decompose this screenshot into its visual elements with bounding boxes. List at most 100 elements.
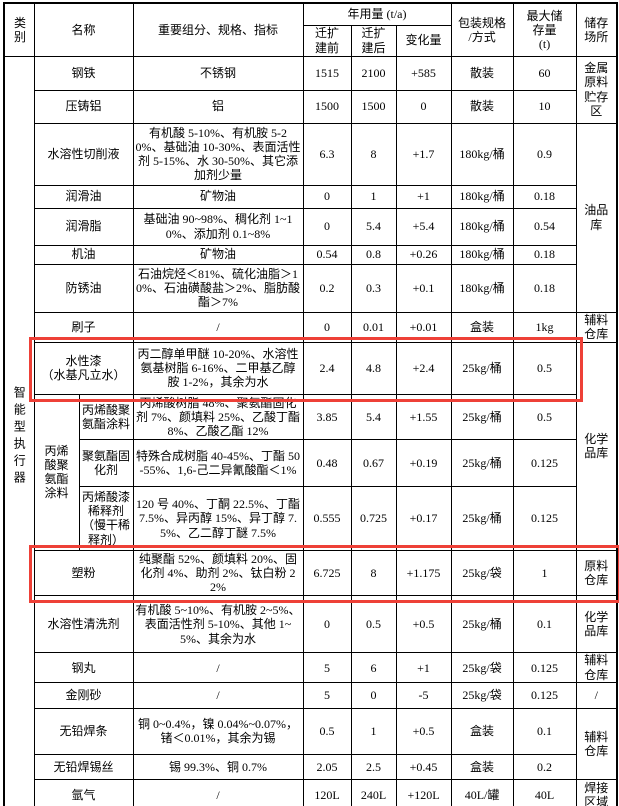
cell-name: 刷子 bbox=[33, 311, 134, 343]
table-row: 无铅焊锡丝 锡 99.3%、铜 0.7% 2.05 2.5 +0.45 盒装 0… bbox=[4, 753, 617, 780]
cell-spec: / bbox=[132, 778, 304, 806]
cell-spec: 纯聚酯 52%、颜填料 20%、固化剂 4%、助剂 2%、钛白粉 22% bbox=[132, 549, 304, 597]
cell-before: 1500 bbox=[302, 89, 352, 124]
cell-spec: / bbox=[132, 681, 304, 709]
cell-after: 0 bbox=[350, 681, 397, 709]
header-change: 变化量 bbox=[395, 24, 452, 57]
cell-packaging: 25kg/袋 bbox=[450, 681, 514, 709]
cell-packaging: 180kg/桶 bbox=[450, 184, 514, 209]
cell-max-storage: 60 bbox=[512, 55, 577, 91]
cell-packaging: 25kg/袋 bbox=[450, 549, 514, 597]
cell-packaging: 盒装 bbox=[450, 707, 514, 755]
cell-change: +0.45 bbox=[395, 753, 452, 780]
cell-change: 0 bbox=[395, 89, 452, 124]
cell-name: 丙烯酸聚氨酯涂料 bbox=[78, 393, 134, 440]
cell-spec: 矿物油 bbox=[132, 244, 304, 265]
cell-before: 0.2 bbox=[302, 263, 352, 313]
cell-name: 金刚砂 bbox=[33, 681, 134, 709]
header-packaging: 包装规格 /方式 bbox=[450, 2, 514, 57]
cell-spec: 石油烷烃＜81%、硫化油脂＞10%、石油磺酸盐＞2%、脂肪酸酯＞7% bbox=[132, 263, 304, 313]
header-name: 名称 bbox=[33, 2, 134, 57]
cell-name: 钢铁 bbox=[33, 55, 134, 91]
cell-name: 塑粉 bbox=[33, 549, 134, 597]
cell-name: 无铅焊锡丝 bbox=[33, 753, 134, 780]
cell-after: 0.725 bbox=[350, 485, 397, 551]
table-row-highlighted-powder: 塑粉 纯聚酯 52%、颜填料 20%、固化剂 4%、助剂 2%、钛白粉 22% … bbox=[4, 549, 618, 597]
cell-max-storage: 1kg bbox=[512, 311, 577, 343]
cell-spec: 不锈钢 bbox=[132, 55, 304, 91]
cell-change: +1 bbox=[395, 652, 452, 683]
category-label: 智能型执行器 bbox=[12, 386, 27, 489]
cell-after: 0.8 bbox=[350, 244, 397, 265]
cell-location: 辅料仓库 bbox=[575, 311, 618, 343]
cell-name: 压铸铝 bbox=[33, 89, 134, 124]
cell-change: +1 bbox=[395, 184, 452, 209]
cell-change: +5.4 bbox=[395, 207, 452, 246]
cell-spec: 120 号 40%、丁酮 22.5%、丁酯 7.5%、异丙醇 15%、异丁醇 7… bbox=[132, 485, 304, 551]
cell-spec: 铝 bbox=[132, 89, 304, 124]
table-row: 压铸铝 铝 1500 1500 0 散装 10 bbox=[4, 89, 617, 124]
cell-max-storage: 0.54 bbox=[512, 207, 577, 246]
cell-name: 水溶性清洗剂 bbox=[33, 595, 134, 654]
cell-change: +2.4 bbox=[395, 341, 452, 395]
cell-before: 6.3 bbox=[302, 122, 352, 186]
cell-before: 6.725 bbox=[302, 549, 352, 597]
table-row: 润滑油 矿物油 0 1 +1 180kg/桶 0.18 bbox=[4, 184, 617, 209]
cell-change: +0.17 bbox=[395, 485, 452, 551]
cell-before: 0.555 bbox=[302, 485, 352, 551]
cell-before: 5 bbox=[302, 681, 352, 709]
cell-name: 丙烯酸漆 稀释剂 （慢干稀 释剂） bbox=[78, 485, 134, 551]
cell-before: 0.54 bbox=[302, 244, 352, 265]
cell-after: 2100 bbox=[350, 55, 397, 91]
cell-before: 0 bbox=[302, 184, 352, 209]
header-before: 迁扩建前 bbox=[302, 24, 352, 57]
cell-name: 氩气 bbox=[33, 778, 134, 806]
table-row: 水溶性切削液 有机酸 5-10%、有机胺 5-20%、基础油 10-30%、表面… bbox=[4, 122, 618, 313]
cell-before: 5 bbox=[302, 652, 352, 683]
cell-spec: 有机酸 5-10%、有机胺 5-20%、基础油 10-30%、表面活性剂 5-1… bbox=[132, 122, 304, 186]
table-row: 钢丸 / 5 6 +1 25kg/袋 0.125 辅料仓库 bbox=[4, 652, 618, 683]
header-annual-usage: 年用量 (t/a) bbox=[302, 2, 452, 26]
name-group-cell: 丙烯酸聚氨酯涂料 bbox=[33, 393, 80, 551]
cell-after: 1500 bbox=[350, 89, 397, 124]
cell-max-storage: 0.1 bbox=[512, 707, 577, 755]
cell-packaging: 25kg/桶 bbox=[450, 341, 514, 395]
cell-max-storage: 10 bbox=[512, 89, 577, 124]
cell-name: 聚氨酯固化剂 bbox=[78, 438, 134, 487]
cell-after: 5.4 bbox=[350, 393, 397, 440]
cell-packaging: 180kg/桶 bbox=[450, 207, 514, 246]
header-row-2: 迁扩建前 迁扩建后 变化量 bbox=[4, 24, 617, 57]
cell-change: +0.5 bbox=[395, 595, 452, 654]
cell-before: 120L bbox=[302, 778, 352, 806]
cell-max-storage: 0.9 bbox=[512, 122, 577, 186]
cell-packaging: 25kg/桶 bbox=[450, 485, 514, 551]
cell-packaging: 25kg/桶 bbox=[450, 393, 514, 440]
cell-after: 0.01 bbox=[350, 311, 397, 343]
category-cell: 智能型执行器 bbox=[3, 55, 35, 806]
cell-before: 2.4 bbox=[302, 341, 352, 395]
cell-location: 辅料仓库 bbox=[575, 652, 618, 683]
cell-location: / bbox=[575, 681, 618, 709]
cell-before: 2.05 bbox=[302, 753, 352, 780]
cell-name: 防锈油 bbox=[33, 263, 134, 313]
cell-spec: / bbox=[132, 652, 304, 683]
cell-change: +0.26 bbox=[395, 244, 452, 265]
cell-after: 4.8 bbox=[350, 341, 397, 395]
cell-packaging: 180kg/桶 bbox=[450, 122, 514, 186]
materials-table: 类别 名称 重要组分、规格、指标 年用量 (t/a) 包装规格 /方式 最大储 … bbox=[3, 2, 619, 806]
cell-after: 0.67 bbox=[350, 438, 397, 487]
cell-packaging: 盒装 bbox=[450, 753, 514, 780]
cell-name: 钢丸 bbox=[33, 652, 134, 683]
cell-change: +585 bbox=[395, 55, 452, 91]
cell-before: 3.85 bbox=[302, 393, 352, 440]
cell-spec: 丙二醇单甲醚 10-20%、水溶性氨基树脂 6-16%、二甲基乙醇胺 1-2%，… bbox=[132, 341, 304, 395]
table-row: 聚氨酯固化剂 特殊合成树脂 40-45%、丁酯 50-55%、1,6-己二异氰酸… bbox=[4, 438, 617, 487]
table-row: 丙烯酸漆 稀释剂 （慢干稀 释剂） 120 号 40%、丁酮 22.5%、丁酯 … bbox=[4, 485, 617, 551]
cell-name: 润滑油 bbox=[33, 184, 134, 209]
table-row: 防锈油 石油烷烃＜81%、硫化油脂＞10%、石油磺酸盐＞2%、脂肪酸酯＞7% 0… bbox=[4, 263, 617, 313]
table-row: 润滑脂 基础油 90~98%、稠化剂 1~10%、添加剂 0.1~8% 0 5.… bbox=[4, 207, 617, 246]
cell-before: 0.5 bbox=[302, 707, 352, 755]
cell-packaging: 散装 bbox=[450, 55, 514, 91]
table-row: 丙烯酸聚氨酯涂料 丙烯酸聚氨酯涂料 丙烯酸树脂 48%、聚氨酯固化剂 7%、颜填… bbox=[4, 393, 617, 551]
